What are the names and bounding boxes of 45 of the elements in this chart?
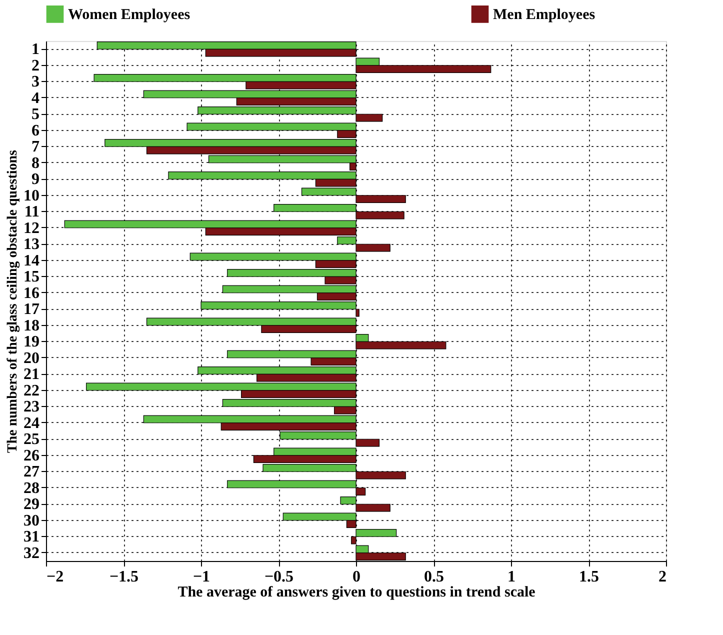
y-tick-label: 6 — [32, 122, 40, 140]
y-tick-label: 26 — [24, 447, 40, 464]
x-tick-label: −0.5 — [264, 568, 294, 586]
y-tick-label: 19 — [24, 334, 40, 351]
y-tick-label: 1 — [32, 41, 40, 58]
y-tick-label: 30 — [24, 512, 40, 530]
x-axis-title: The average of answers given to questions in trend scale — [178, 584, 536, 600]
y-tick-label: 8 — [32, 154, 40, 172]
x-tick-label: 0.5 — [424, 568, 444, 586]
x-tick-label: 1 — [508, 568, 516, 586]
y-tick-label: 15 — [24, 268, 40, 286]
y-tick-label: 32 — [24, 544, 40, 562]
y-tick-label: 21 — [24, 366, 40, 384]
y-tick-label: 23 — [24, 398, 40, 416]
y-tick-label: 18 — [24, 317, 40, 334]
x-tick-label: −2 — [46, 568, 64, 586]
x-tick-label: 1.5 — [579, 568, 599, 586]
y-tick-label: 25 — [24, 431, 40, 448]
y-tick-label: 29 — [24, 496, 40, 514]
y-tick-label: 28 — [24, 480, 40, 497]
x-tick-label: −1 — [192, 568, 210, 586]
y-tick-label: 31 — [24, 528, 40, 546]
x-tick-label: 0 — [352, 568, 360, 586]
x-tick-label: −1.5 — [109, 568, 139, 586]
legend-label: Men Employees — [493, 7, 596, 24]
y-axis-title: The numbers of the glass ceiling obstacle questions — [6, 149, 20, 453]
y-tick-label: 3 — [32, 74, 40, 91]
y-tick-label: 9 — [32, 171, 40, 188]
y-tick-label: 7 — [32, 138, 40, 156]
y-tick-label: 13 — [24, 236, 40, 254]
y-tick-label: 4 — [32, 90, 40, 107]
y-tick-label: 17 — [24, 301, 40, 318]
y-tick-label: 27 — [24, 464, 40, 481]
legend-label: Women Employees — [68, 7, 190, 24]
y-tick-label: 10 — [24, 187, 40, 204]
y-tick-label: 22 — [24, 382, 40, 400]
y-tick-label: 14 — [24, 252, 40, 270]
y-tick-label: 12 — [24, 220, 40, 237]
x-tick-label: 2 — [658, 568, 666, 586]
y-tick-label: 20 — [24, 350, 40, 367]
y-tick-label: 5 — [32, 106, 40, 124]
y-tick-label: 16 — [24, 284, 40, 302]
y-tick-label: 11 — [24, 204, 40, 221]
y-tick-label: 2 — [32, 57, 40, 74]
y-tick-label: 24 — [24, 414, 40, 432]
